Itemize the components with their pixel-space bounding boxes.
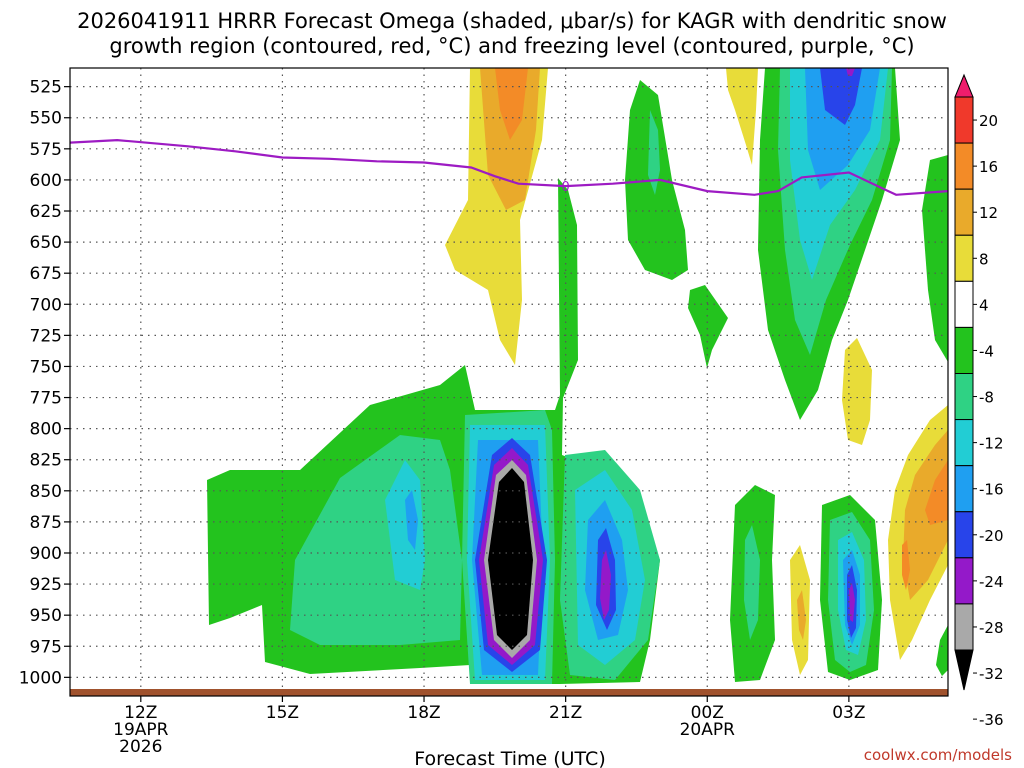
- colorbar-tick-label-0: 20: [979, 112, 998, 130]
- omega-lift-right-edge: [922, 155, 948, 362]
- omega-lift-low1-inner: [744, 525, 760, 640]
- colorbar-bin-13: [954, 649, 974, 691]
- y-tick-label-850: 850: [30, 482, 62, 502]
- colorbar-tick-label-3: 8: [979, 250, 989, 268]
- omega-region-strong-left: [385, 460, 425, 590]
- x-tick-label-12-1: 19APR: [113, 720, 169, 740]
- omega-region-core-left: [405, 490, 418, 550]
- x-tick-label-12-0: 12Z: [124, 703, 157, 723]
- colorbar-bin-11: [954, 557, 974, 605]
- omega-core-max: [488, 468, 533, 650]
- freezing-level-line: [70, 138, 948, 196]
- y-tick-label-950: 950: [30, 606, 62, 626]
- x-axis-label: Forecast Time (UTC): [414, 748, 605, 768]
- y-tick-label-925: 925: [30, 575, 62, 595]
- y-tick-label-975: 975: [30, 637, 62, 657]
- colorbar-bin-6: [954, 326, 974, 374]
- colorbar-bin-1: [954, 96, 974, 144]
- freezing-level: 0: [70, 138, 948, 196]
- credit-text: coolwx.com/models: [864, 746, 1012, 764]
- y-tick-label-700: 700: [30, 295, 62, 315]
- y-axis: 525 550 575 600 625 650 675 700 725 750 775 800 825 8…: [19, 78, 70, 688]
- omega-sink-right-edge-3: [925, 460, 948, 525]
- x-tick-label-21-0: 21Z: [549, 703, 582, 723]
- x-tick-label-12-2: 2026: [119, 737, 162, 757]
- colorbar-tick-label-9: -20: [979, 527, 1004, 545]
- x-tick-label-24-0: 00Z: [691, 703, 724, 723]
- y-tick-label-875: 875: [30, 513, 62, 533]
- omega-sink-upper-core: [495, 68, 528, 140]
- colorbar-bin-5: [954, 280, 974, 328]
- y-tick-label-550: 550: [30, 109, 62, 129]
- freezing-level-label: 0: [562, 180, 570, 195]
- colorbar-bin-7: [954, 373, 974, 421]
- y-tick-label-1000: 1000: [19, 668, 62, 688]
- y-tick-label-750: 750: [30, 357, 62, 377]
- colorbar-tick-label-2: 12: [979, 204, 998, 222]
- omega-lift-small: [688, 285, 728, 368]
- colorbar-tick-label-13: -36: [979, 711, 1004, 729]
- colorbar-tick-label-7: -12: [979, 435, 1004, 453]
- omega-sink-small-mid: [842, 338, 872, 445]
- y-tick-label-600: 600: [30, 171, 62, 191]
- y-tick-label-625: 625: [30, 202, 62, 222]
- colorbar-bin-9: [954, 465, 974, 513]
- chart-title-line2: growth region (contoured, red, °C) and f…: [109, 34, 914, 58]
- y-tick-label-825: 825: [30, 451, 62, 471]
- y-tick-label-575: 575: [30, 140, 62, 160]
- y-tick-label-650: 650: [30, 233, 62, 253]
- x-tick-label-24-1: 20APR: [680, 720, 736, 740]
- plot-border: [69, 67, 949, 697]
- y-tick-label-800: 800: [30, 420, 62, 440]
- colorbar-tick-label-10: -24: [979, 573, 1004, 591]
- colorbar-tick-label-5: -4: [979, 342, 994, 360]
- colorbar-tick-label-11: -28: [979, 619, 1004, 637]
- colorbar-tick-label-6: -8: [979, 389, 994, 407]
- y-tick-label-725: 725: [30, 326, 62, 346]
- colorbar-bin-8: [954, 419, 974, 467]
- y-tick-label-775: 775: [30, 389, 62, 409]
- x-tick-label-27-0: 03Z: [832, 703, 865, 723]
- omega-cell2-core: [600, 550, 611, 620]
- omega-sink-right-edge-2: [903, 430, 948, 600]
- colorbar-bin-3: [954, 188, 974, 236]
- y-tick-label-900: 900: [30, 544, 62, 564]
- chart-title-line1: 2026041911 HRRR Forecast Omega (shaded, …: [77, 9, 947, 33]
- colorbar-tick-label-12: -32: [979, 665, 1004, 683]
- colorbar-tick-label-4: 4: [979, 296, 989, 314]
- colorbar: 20 16 12 8 4 -4 -8 -12 -16 -20 -24 -28 -32 -36: [954, 73, 1004, 729]
- omega-lift-upper-mid-inner: [648, 110, 660, 195]
- colorbar-bin-12: [954, 603, 974, 651]
- omega-sink-small-top: [726, 68, 758, 165]
- colorbar-bin-0: [954, 73, 974, 98]
- colorbar-bin-2: [954, 142, 974, 190]
- omega-sink-low-inner: [797, 590, 806, 640]
- omega-lift-upper-right-max: [846, 68, 855, 76]
- omega-lift-low2-core: [849, 583, 855, 622]
- omega-lift-right-bottom: [936, 625, 948, 676]
- y-tick-label-675: 675: [30, 264, 62, 284]
- colorbar-tick-label-1: 16: [979, 158, 998, 176]
- x-tick-label-15-0: 15Z: [266, 703, 299, 723]
- colorbar-bin-10: [954, 511, 974, 559]
- omega-shading: [207, 68, 948, 684]
- omega-lift-upper-right-core: [820, 68, 862, 125]
- y-tick-label-525: 525: [30, 78, 62, 98]
- x-tick-label-18-0: 18Z: [407, 703, 440, 723]
- omega-sink-right-edge-4: [902, 540, 910, 590]
- ground-surface: [70, 689, 948, 696]
- colorbar-bin-4: [954, 234, 974, 282]
- colorbar-tick-label-8: -16: [979, 481, 1004, 499]
- plot-area: 0: [70, 68, 948, 696]
